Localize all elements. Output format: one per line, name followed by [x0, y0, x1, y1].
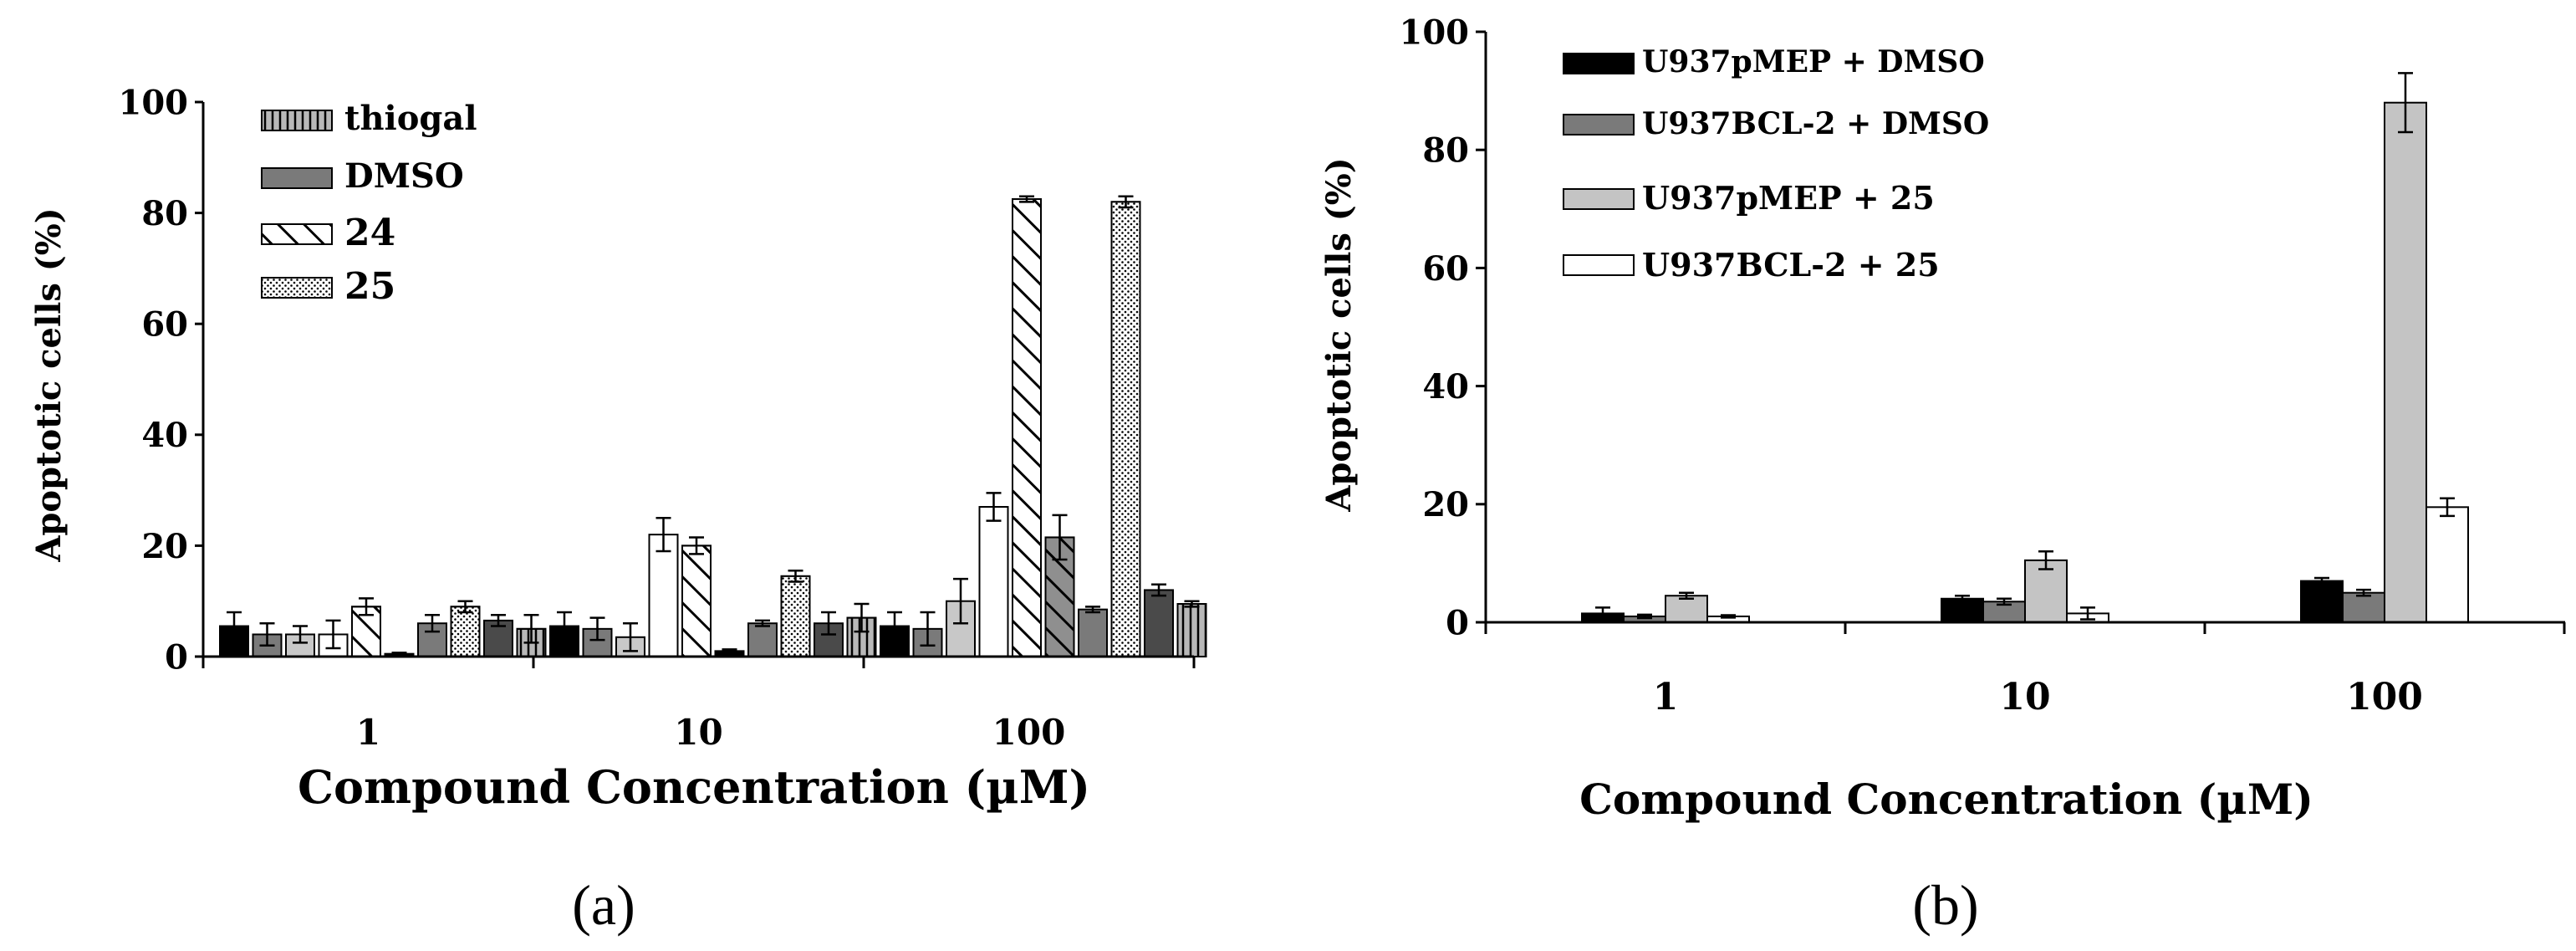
- bar-a-100-3: [978, 505, 1009, 657]
- x-tick-label: 100: [992, 712, 1066, 753]
- y-tick-label: 100: [119, 83, 189, 122]
- chart-b-xlabel: Compound Concentration (µM): [1579, 775, 2313, 824]
- legend-label-u937bcl2-dmso: U937BCL-2 + DMSO: [1642, 106, 1989, 141]
- bar-a-10-3: [648, 534, 679, 658]
- y-tick-label: 0: [1446, 603, 1469, 642]
- y-tick-label: 80: [141, 194, 188, 233]
- x-tick-label: 1: [1653, 676, 1679, 718]
- legend-label-u937bcl2-25: U937BCL-2 + 25: [1642, 246, 1940, 284]
- y-tick-label: 60: [141, 305, 188, 345]
- y-tick-label: 20: [1422, 485, 1469, 524]
- y-tick-label: 0: [165, 637, 188, 677]
- legend-label-24: 24: [344, 212, 395, 254]
- y-tick-label: 100: [1400, 13, 1470, 52]
- legend-item-thiogal: thiogal: [261, 99, 477, 138]
- chart-a-xlabel: Compound Concentration (µM): [298, 760, 1090, 814]
- legend-item-24: 24: [261, 212, 395, 254]
- bar-a-100-4-pattern: [1012, 198, 1042, 657]
- bar-b-100-1: [2342, 591, 2385, 624]
- x-tick-label: 1: [356, 712, 380, 753]
- legend-swatch-24: [261, 223, 333, 245]
- chart-b-ylabel: Apoptotic cells (%): [1319, 157, 1359, 512]
- chart-b-bars: [1581, 72, 2469, 624]
- legend-item-u937pmep-25: U937pMEP + 25: [1563, 179, 1935, 217]
- bar-a-100-8: [1144, 589, 1174, 657]
- chart-a-legend: thiogal DMSO 24 25: [261, 99, 477, 308]
- legend-swatch-dmso: [261, 167, 333, 189]
- bar-a-10-4-pattern: [681, 545, 712, 658]
- chart-b-y-axis: 0 20 40 60 80 100: [1400, 13, 1486, 642]
- legend-item-u937pmep-dmso: U937pMEP + DMSO: [1563, 44, 1985, 79]
- y-tick-label: 60: [1422, 249, 1469, 289]
- x-tick-label: 100: [2346, 676, 2423, 718]
- legend-swatch-25: [261, 277, 333, 299]
- chart-b-panel-label: (b): [1912, 873, 1978, 937]
- legend-item-dmso: DMSO: [261, 156, 464, 196]
- legend-swatch-u937pmep-dmso: [1563, 53, 1635, 74]
- bar-b-100-2: [2384, 101, 2427, 624]
- bar-a-10-7-pattern: [780, 575, 811, 657]
- legend-label-u937pmep-dmso: U937pMEP + DMSO: [1642, 44, 1985, 79]
- legend-swatch-u937bcl2-dmso: [1563, 114, 1635, 135]
- bar-a-10-6: [747, 622, 778, 657]
- legend-item-25: 25: [261, 265, 395, 308]
- legend-item-u937bcl2-25: U937BCL-2 + 25: [1563, 246, 1940, 284]
- chart-a-ylabel: Apoptotic cells (%): [29, 207, 69, 562]
- chart-a-panel-label: (a): [572, 873, 635, 937]
- chart-b-x-axis: 1 10 100: [1484, 622, 2566, 718]
- bar-a-1-7-pattern: [450, 606, 481, 658]
- bar-a-100-6: [1078, 608, 1108, 658]
- legend-item-u937bcl2-dmso: U937BCL-2 + DMSO: [1563, 106, 1989, 141]
- x-tick-label: 10: [674, 712, 722, 753]
- y-tick-label: 40: [1422, 367, 1469, 406]
- legend-label-u937pmep-25: U937pMEP + 25: [1642, 179, 1935, 217]
- legend-label-25: 25: [344, 265, 395, 308]
- bar-a-100-7-pattern: [1110, 201, 1141, 657]
- chart-a-bars: [219, 195, 1207, 658]
- legend-swatch-u937pmep-25: [1563, 188, 1635, 210]
- y-tick-label: 80: [1422, 131, 1469, 171]
- legend-swatch-u937bcl2-25: [1563, 254, 1635, 276]
- chart-a-x-axis: 1 10 100: [201, 657, 1196, 753]
- bar-a-100-9-pattern: [1176, 603, 1207, 658]
- y-tick-label: 40: [141, 416, 188, 455]
- bar-b-100-0: [2300, 580, 2344, 624]
- legend-label-dmso: DMSO: [344, 156, 464, 196]
- x-tick-label: 10: [1999, 676, 2050, 718]
- legend-label-thiogal: thiogal: [344, 99, 477, 138]
- bar-b-100-3: [2426, 506, 2469, 624]
- chart-a-y-axis: 0 20 40 60 80 100: [119, 83, 203, 677]
- chart-b-legend: U937pMEP + DMSO U937BCL-2 + DMSO U937pME…: [1563, 44, 1989, 284]
- y-tick-label: 20: [141, 527, 188, 566]
